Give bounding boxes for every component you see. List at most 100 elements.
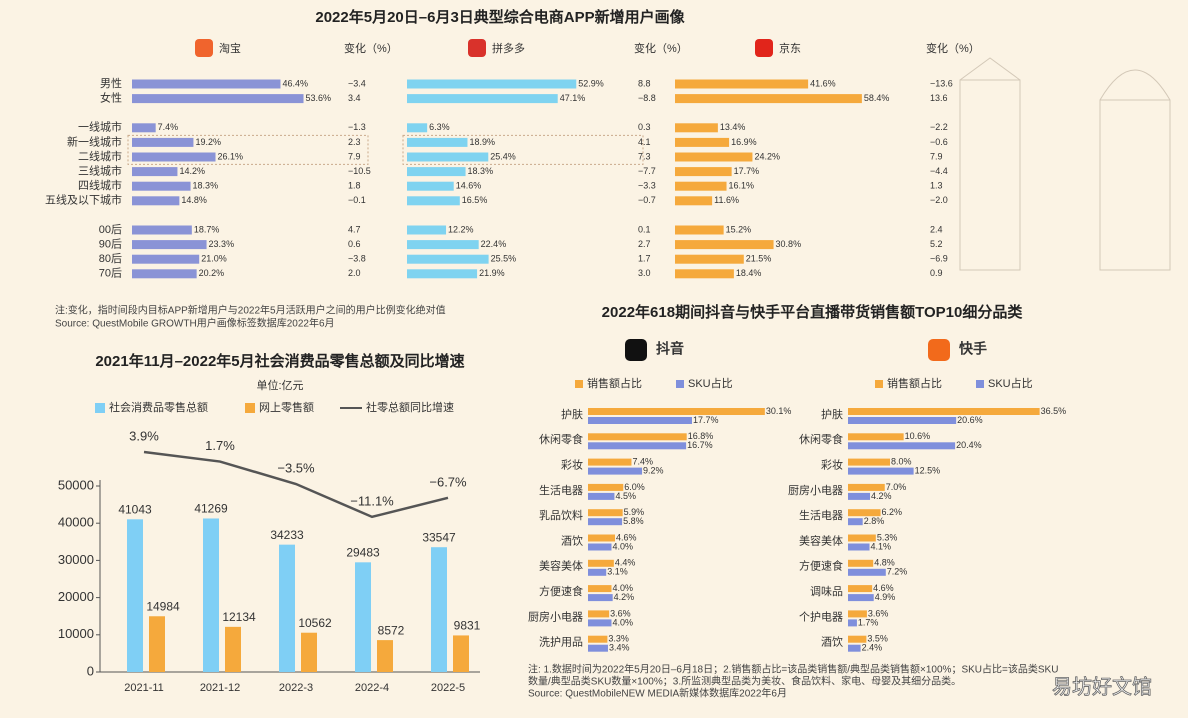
- value-label: 3.3%: [608, 634, 629, 644]
- bar-label: 34233: [270, 528, 304, 542]
- bar-label: 33547: [422, 530, 456, 544]
- bar-label: 12134: [222, 610, 256, 624]
- legend-label: 销售额占比: [887, 376, 942, 390]
- category-label: 新一线城市: [67, 134, 122, 148]
- chart-title: 2022年5月20日–6月3日典型综合电商APP新增用户画像: [315, 8, 685, 26]
- value-label: 6.3%: [429, 122, 450, 132]
- category-label: 00后: [99, 223, 122, 236]
- bar: [407, 94, 558, 104]
- bar: [407, 225, 447, 235]
- value-label: 16.1%: [729, 181, 755, 191]
- category-label: 酒饮: [821, 636, 843, 649]
- value-label: 4.0%: [613, 583, 634, 593]
- platform-name: 快手: [959, 341, 987, 357]
- value-label: 12.5%: [915, 465, 941, 475]
- value-label: 18.9%: [469, 137, 495, 147]
- category-label: 三线城市: [78, 164, 122, 178]
- value-label: 14.8%: [181, 195, 207, 205]
- value-label: 2.8%: [864, 516, 885, 526]
- change-header: 变化（%）: [634, 41, 688, 55]
- category-label: 彩妆: [821, 459, 843, 472]
- bar: [132, 79, 281, 89]
- unit-label: 单位:亿元: [256, 378, 303, 392]
- value-label: 30.1%: [766, 406, 792, 416]
- category-label: 美容美体: [539, 559, 583, 573]
- bar-label: 41043: [118, 502, 152, 516]
- brand-icon: [468, 39, 486, 57]
- value-label: 9.2%: [643, 465, 664, 475]
- y-tick-label: 50000: [58, 477, 94, 492]
- bar: [588, 417, 692, 424]
- value-label: 20.2%: [199, 268, 225, 278]
- value-label: 6.2%: [882, 507, 903, 517]
- category-label: 70后: [99, 267, 122, 280]
- value-label: 5.8%: [623, 516, 644, 526]
- platform-icon: [625, 339, 647, 361]
- bar: [588, 433, 687, 441]
- bar: [407, 152, 489, 162]
- value-label: 14.2%: [179, 166, 205, 176]
- brand-icon: [195, 39, 213, 57]
- category-label: 护肤: [561, 407, 583, 421]
- value-label: 16.9%: [731, 137, 757, 147]
- note: 数量/典型品类SKU数量×100%；3.所监测典型品类为美妆、食品饮料、家电、母…: [528, 675, 961, 688]
- value-label: 6.0%: [624, 482, 645, 492]
- bar: [132, 181, 191, 191]
- note: 注:变化，指时间段内目标APP新增用户与2022年5月活跃用户之间的用户比例变化…: [55, 304, 446, 317]
- category-label: 80后: [99, 252, 122, 265]
- bar: [355, 562, 371, 672]
- value-label: 4.2%: [871, 491, 892, 501]
- y-tick-label: 30000: [58, 552, 94, 567]
- x-tick-label: 2022-3: [279, 682, 313, 694]
- value-label: 47.1%: [560, 93, 586, 103]
- change-label: 0.3: [638, 122, 651, 132]
- bar: [675, 181, 727, 191]
- bar: [377, 640, 393, 672]
- bar: [588, 492, 615, 500]
- line-label: 3.9%: [129, 428, 159, 443]
- change-label: −7.7: [638, 166, 656, 176]
- bar: [675, 79, 809, 89]
- change-label: −10.5: [348, 166, 371, 176]
- value-label: 16.7%: [687, 440, 713, 450]
- category-label: 一线城市: [78, 120, 122, 134]
- bar: [407, 123, 428, 133]
- legend-swatch: [976, 380, 984, 388]
- value-label: 25.5%: [491, 254, 517, 264]
- chart-title: 2022年618期间抖音与快手平台直播带货销售额TOP10细分品类: [602, 303, 1024, 321]
- bar: [848, 619, 857, 627]
- value-label: 3.5%: [867, 634, 888, 644]
- change-label: 0.1: [638, 224, 651, 234]
- bar: [127, 519, 143, 672]
- bar: [848, 492, 871, 500]
- change-label: −0.7: [638, 195, 656, 205]
- value-label: 16.5%: [462, 195, 488, 205]
- bar: [848, 534, 876, 542]
- bar: [431, 547, 447, 672]
- x-tick-label: 2022-4: [355, 682, 389, 694]
- legend-label: 社零总额同比增速: [366, 400, 454, 414]
- legend-label: SKU占比: [988, 376, 1033, 390]
- bar-label: 8572: [378, 623, 405, 637]
- bar: [132, 269, 197, 279]
- bar: [407, 254, 489, 264]
- bar: [407, 167, 466, 177]
- value-label: 36.5%: [1041, 406, 1067, 416]
- value-label: 46.4%: [282, 78, 308, 88]
- category-label: 生活电器: [539, 483, 583, 497]
- change-label: 7.9: [348, 151, 361, 161]
- value-label: 4.4%: [615, 558, 636, 568]
- bar: [848, 467, 914, 475]
- value-label: 16.8%: [688, 431, 714, 441]
- bar: [848, 518, 863, 526]
- category-label: 四线城市: [78, 178, 122, 192]
- platform-name: 抖音: [656, 341, 684, 357]
- value-label: 30.8%: [776, 239, 802, 249]
- change-label: −3.4: [348, 78, 366, 88]
- value-label: 11.6%: [714, 195, 739, 205]
- category-label: 厨房小电器: [788, 484, 843, 497]
- bar: [848, 610, 867, 618]
- change-label: −0.1: [348, 195, 366, 205]
- category-label: 酒饮: [561, 534, 583, 547]
